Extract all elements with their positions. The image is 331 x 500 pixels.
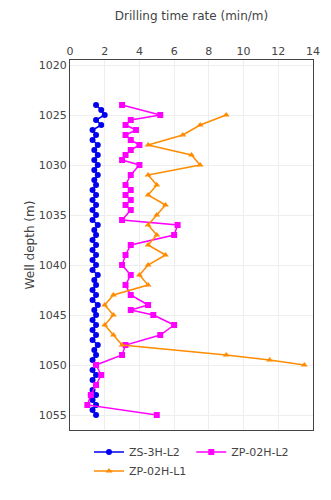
svg-text:4: 4 — [136, 45, 143, 58]
svg-text:1055: 1055 — [39, 409, 67, 422]
svg-text:1035: 1035 — [39, 209, 67, 222]
svg-text:ZP-02H-L1: ZP-02H-L1 — [129, 465, 186, 478]
svg-text:14: 14 — [306, 45, 320, 58]
svg-text:2: 2 — [101, 45, 108, 58]
svg-text:10: 10 — [237, 45, 251, 58]
svg-text:8: 8 — [205, 45, 212, 58]
svg-text:0: 0 — [67, 45, 74, 58]
svg-text:1025: 1025 — [39, 109, 67, 122]
svg-text:1020: 1020 — [39, 59, 67, 72]
svg-text:6: 6 — [171, 45, 178, 58]
svg-text:12: 12 — [271, 45, 285, 58]
svg-text:Well depth (m): Well depth (m) — [23, 201, 37, 290]
svg-text:1030: 1030 — [39, 159, 67, 172]
svg-text:Drilling time rate (min/m): Drilling time rate (min/m) — [115, 9, 268, 23]
svg-text:1045: 1045 — [39, 309, 67, 322]
svg-text:ZP-02H-L2: ZP-02H-L2 — [231, 446, 288, 459]
svg-text:1050: 1050 — [39, 359, 67, 372]
svg-text:1040: 1040 — [39, 259, 67, 272]
svg-text:ZS-3H-L2: ZS-3H-L2 — [129, 446, 180, 459]
